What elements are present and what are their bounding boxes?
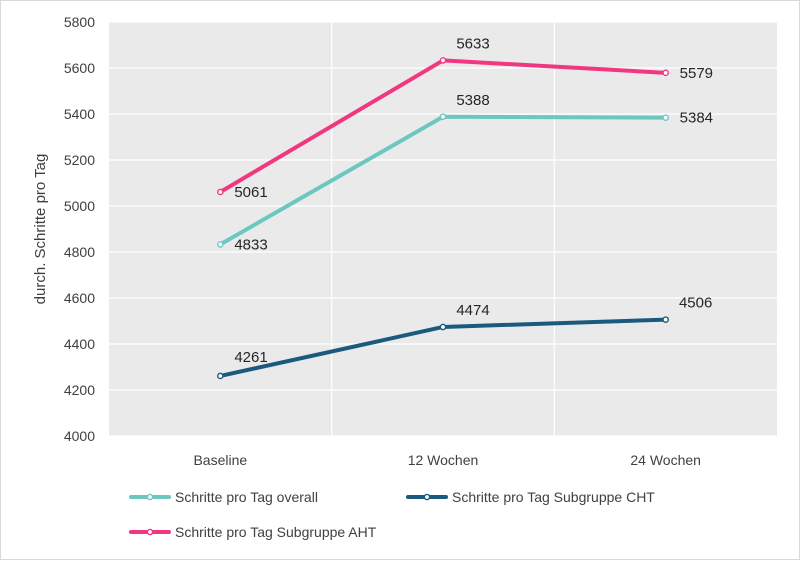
data-point bbox=[662, 69, 669, 77]
data-point bbox=[662, 316, 669, 323]
data-point bbox=[217, 241, 224, 248]
y-tick-label: 4000 bbox=[64, 428, 95, 444]
y-tick-label: 5800 bbox=[64, 14, 95, 30]
legend-marker bbox=[423, 493, 431, 501]
plot-area bbox=[109, 22, 777, 436]
series-lines bbox=[217, 57, 669, 380]
y-tick-label: 4200 bbox=[64, 382, 95, 398]
data-label: 5633 bbox=[456, 35, 489, 52]
y-axis-ticks: 4000 4200 4400 4600 4800 5000 5200 5400 5600 5800 bbox=[64, 14, 95, 444]
legend-item: Schritte pro Tag Subgruppe CHT bbox=[406, 489, 655, 505]
legend-label: Schritte pro Tag overall bbox=[175, 489, 318, 505]
y-tick-label: 5000 bbox=[64, 198, 95, 214]
y-tick-label: 4800 bbox=[64, 244, 95, 260]
data-label: 4833 bbox=[234, 236, 267, 253]
data-label: 4506 bbox=[679, 295, 712, 312]
data-label: 5388 bbox=[456, 92, 489, 109]
data-point bbox=[439, 323, 447, 331]
legend-marker bbox=[146, 493, 154, 501]
x-tick-label: 12 Wochen bbox=[408, 452, 479, 468]
data-point bbox=[217, 188, 224, 196]
y-axis-label: durch. Schritte pro Tag bbox=[32, 154, 49, 305]
x-tick-label: 24 Wochen bbox=[630, 452, 701, 468]
y-tick-label: 4400 bbox=[64, 336, 95, 352]
data-point bbox=[217, 372, 224, 380]
data-point bbox=[662, 114, 669, 121]
y-tick-label: 5600 bbox=[64, 60, 95, 76]
legend-label: Schritte pro Tag Subgruppe AHT bbox=[175, 524, 377, 540]
data-label: 4261 bbox=[234, 349, 267, 366]
legend-item: Schritte pro Tag Subgruppe AHT bbox=[129, 524, 377, 540]
data-label: 5384 bbox=[680, 110, 713, 127]
gridlines bbox=[109, 21, 777, 437]
y-tick-label: 5400 bbox=[64, 106, 95, 122]
x-axis-ticks: Baseline 12 Wochen 24 Wochen bbox=[193, 452, 700, 468]
data-label: 5061 bbox=[234, 184, 267, 201]
x-tick-label: Baseline bbox=[193, 452, 247, 468]
y-tick-label: 5200 bbox=[64, 152, 95, 168]
y-tick-label: 4600 bbox=[64, 290, 95, 306]
legend-item: Schritte pro Tag overall bbox=[129, 489, 318, 505]
data-labels: 4833 5388 5384 4261 4474 4506 5061 5633 5579 bbox=[234, 35, 713, 366]
legend: Schritte pro Tag overall Schritte pro Tag… bbox=[129, 489, 655, 540]
legend-marker bbox=[146, 528, 154, 536]
data-label: 4474 bbox=[456, 302, 489, 319]
data-label: 5579 bbox=[680, 65, 713, 82]
data-point bbox=[439, 113, 447, 121]
legend-label: Schritte pro Tag Subgruppe CHT bbox=[452, 489, 655, 505]
data-point bbox=[439, 57, 447, 64]
